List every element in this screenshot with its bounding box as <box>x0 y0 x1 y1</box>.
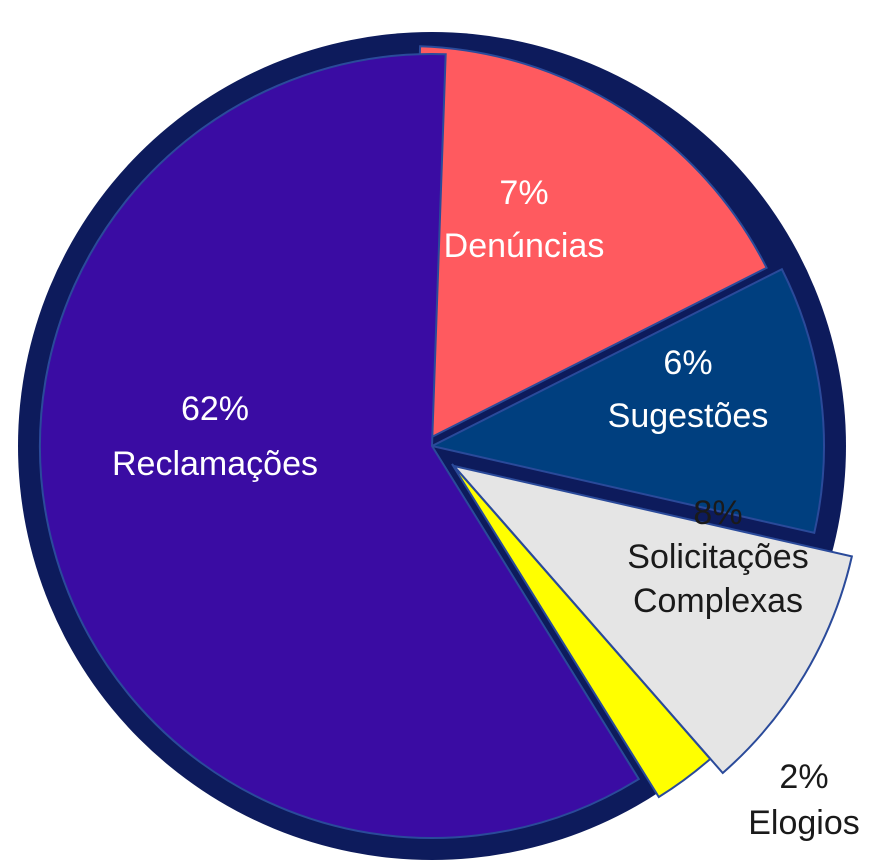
pie-slice-4 <box>39 53 641 839</box>
slice-name-label: Denúncias <box>444 227 605 265</box>
slice-name-label: Solicitações <box>627 538 808 576</box>
slice-percent-label: 62% <box>181 390 249 428</box>
pie-slice-0 <box>404 45 768 452</box>
slice-name-label: Reclamações <box>112 445 318 483</box>
pie-slice-3 <box>451 463 712 799</box>
pie-slice-2 <box>451 464 854 775</box>
slice-percent-label: 2% <box>779 758 828 796</box>
pie-slice-1 <box>429 267 825 535</box>
slice-name-label: Sugestões <box>608 397 769 435</box>
pie-labels: 7% Denúncias 6% Sugestões 8% Solicitações Comp… <box>112 174 860 842</box>
slice-percent-label: 7% <box>499 174 548 212</box>
pie-slices <box>39 45 854 839</box>
slice-percent-label: 6% <box>663 344 712 382</box>
slice-name-label: Complexas <box>633 582 803 620</box>
slice-name-label: Elogios <box>748 804 860 842</box>
slice-percent-label: 8% <box>693 494 742 532</box>
